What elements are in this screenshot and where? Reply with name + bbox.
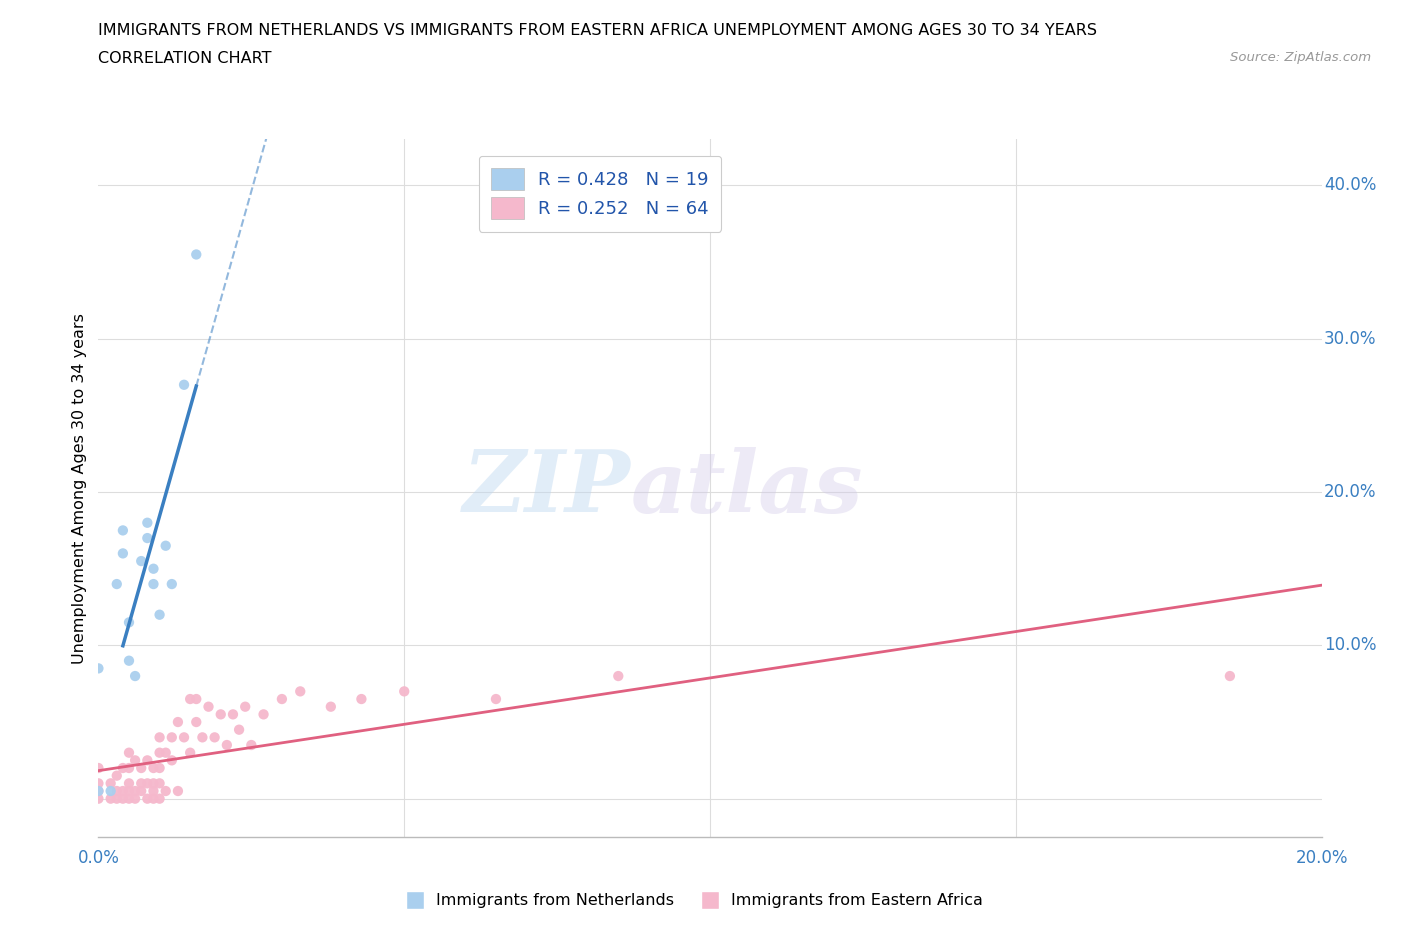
Point (319, 699, 342, 714)
Point (124, 791, 146, 806)
Point (228, 723, 250, 737)
Point (186, 692, 208, 707)
Point (160, 730, 183, 745)
Text: Immigrants from Netherlands: Immigrants from Netherlands (436, 893, 673, 908)
Point (186, 247, 208, 262)
Text: 10.0%: 10.0% (1324, 636, 1376, 655)
Point (124, 784, 146, 799)
Point (149, 761, 172, 776)
Point (105, 768, 128, 783)
Point (155, 784, 177, 799)
Point (129, 553, 152, 568)
Point (136, 753, 159, 768)
Point (155, 538, 177, 553)
Point (118, 784, 141, 799)
Point (105, 784, 128, 799)
Point (105, 577, 128, 591)
Point (155, 745, 177, 760)
Point (118, 791, 141, 806)
Point (1219, 669, 1241, 684)
Point (485, 692, 508, 707)
Point (136, 531, 159, 546)
Point (197, 699, 219, 714)
Point (100, 791, 122, 806)
Point (142, 791, 165, 806)
Point (149, 730, 172, 745)
Point (167, 714, 190, 729)
Point (111, 761, 134, 776)
Point (118, 776, 141, 790)
Legend: R = 0.428   N = 19, R = 0.252   N = 64: R = 0.428 N = 19, R = 0.252 N = 64 (478, 155, 721, 232)
Point (100, 776, 122, 790)
Point (209, 707, 232, 722)
Point (87, 776, 110, 790)
Point (118, 745, 141, 760)
Point (270, 692, 292, 707)
Point (100, 784, 122, 799)
Text: ZIP: ZIP (463, 446, 630, 530)
Point (167, 784, 190, 799)
Point (215, 737, 238, 752)
Point (392, 684, 416, 698)
Text: 20.0%: 20.0% (1324, 483, 1376, 501)
Text: 30.0%: 30.0% (1324, 330, 1376, 348)
Point (149, 791, 172, 806)
Point (129, 784, 152, 799)
Point (160, 577, 183, 591)
Text: 40.0%: 40.0% (1324, 177, 1376, 194)
Point (142, 761, 165, 776)
Point (233, 699, 256, 714)
Point (111, 784, 134, 799)
Point (142, 784, 165, 799)
Point (118, 615, 141, 630)
Point (290, 684, 312, 698)
Point (142, 562, 165, 577)
Point (173, 378, 195, 392)
Point (111, 523, 134, 538)
Point (607, 669, 630, 684)
Text: IMMIGRANTS FROM NETHERLANDS VS IMMIGRANTS FROM EASTERN AFRICA UNEMPLOYMENT AMONG: IMMIGRANTS FROM NETHERLANDS VS IMMIGRANT… (98, 23, 1098, 38)
Point (124, 753, 146, 768)
Point (129, 761, 152, 776)
Point (240, 737, 263, 752)
Text: Immigrants from Eastern Africa: Immigrants from Eastern Africa (731, 893, 983, 908)
Text: 20.0%: 20.0% (1295, 849, 1348, 868)
Text: Source: ZipAtlas.com: Source: ZipAtlas.com (1230, 51, 1371, 64)
Text: 0.0%: 0.0% (77, 849, 120, 868)
Point (204, 730, 226, 745)
Text: atlas: atlas (630, 446, 863, 530)
Point (87, 661, 110, 676)
Point (160, 753, 183, 768)
Point (222, 707, 245, 722)
Point (186, 714, 208, 729)
Point (136, 776, 159, 790)
Point (105, 791, 128, 806)
Point (136, 791, 159, 806)
Point (111, 546, 134, 561)
Point (87, 791, 110, 806)
Point (129, 776, 152, 790)
Point (142, 577, 165, 591)
Y-axis label: Unemployment Among Ages 30 to 34 years: Unemployment Among Ages 30 to 34 years (72, 312, 87, 664)
Point (111, 791, 134, 806)
Point (179, 692, 201, 707)
Point (87, 784, 110, 799)
Point (136, 515, 159, 530)
Point (179, 745, 201, 760)
Point (142, 776, 165, 790)
Point (149, 745, 172, 760)
Point (173, 730, 195, 745)
Point (118, 653, 141, 668)
Point (118, 761, 141, 776)
Point (149, 776, 172, 790)
Point (124, 669, 146, 684)
Point (191, 730, 214, 745)
Point (149, 607, 172, 622)
Point (87, 761, 110, 776)
Point (87, 784, 110, 799)
Point (350, 692, 373, 707)
Point (252, 707, 274, 722)
Text: CORRELATION CHART: CORRELATION CHART (98, 51, 271, 66)
